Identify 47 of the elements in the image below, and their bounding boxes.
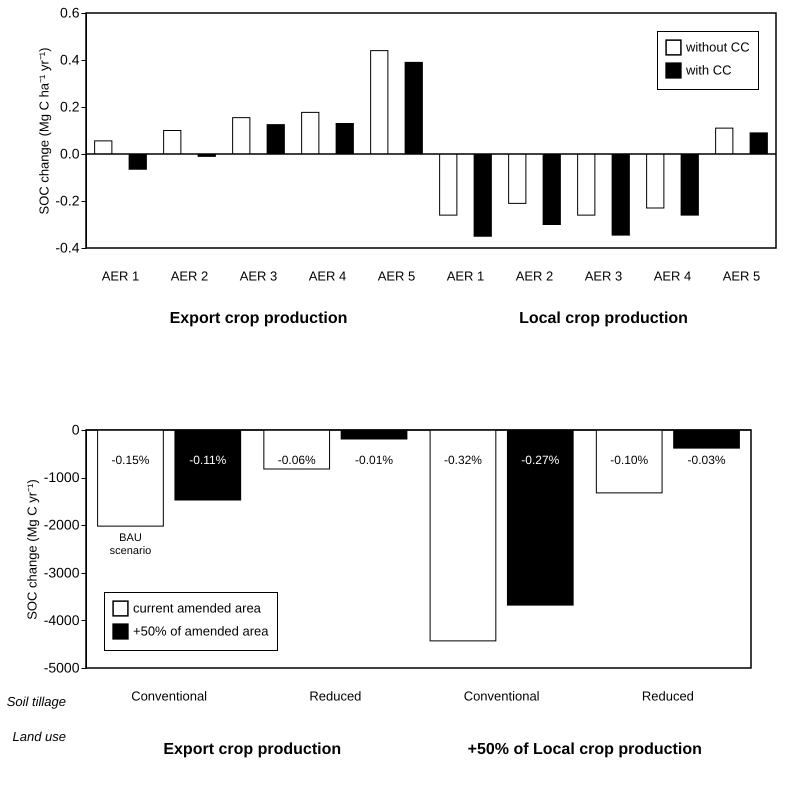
annotation: -0.15% (111, 453, 150, 467)
x-tick-label: AER 1 (446, 268, 484, 284)
y-tick-label: 0.0 (60, 146, 80, 162)
y-tick-label: -1000 (44, 469, 80, 486)
text: Export crop production (170, 310, 348, 327)
x-tick-label: AER 2 (170, 268, 208, 284)
y-tick-label: 0.4 (60, 52, 80, 68)
annotation: -0.11% (189, 453, 227, 467)
annotation: BAU scenario (110, 532, 152, 558)
x-tick-label: Reduced (642, 688, 694, 704)
annotation: -0.27% (521, 453, 560, 467)
legend-label: current amended area (133, 600, 262, 616)
legend-label: without CC (685, 40, 750, 54)
x-tick-label: AER 2 (516, 268, 554, 284)
y-axis-title: SOC change (Mg C ha⁻¹ yr⁻¹) (36, 48, 52, 214)
legend-label: with CC (685, 62, 732, 78)
text: +50% of Local crop production (468, 741, 702, 758)
y-tick-label: -0.2 (55, 192, 80, 208)
x-tick-label: AER 3 (584, 268, 622, 284)
annotation: -0.06% (278, 453, 316, 467)
x-tick-label: Conventional (131, 688, 208, 704)
text: Soil tillage (6, 694, 66, 709)
y-tick-label: -4000 (44, 612, 80, 628)
y-tick-label: -0.4 (55, 240, 80, 256)
y-tick-label: -3000 (44, 564, 80, 580)
x-tick-label: Conventional (464, 688, 540, 704)
text: Land use (12, 729, 66, 744)
x-tick-label: AER 3 (240, 268, 278, 284)
x-tick-label: Reduced (309, 688, 362, 704)
x-tick-label: AER 5 (722, 268, 760, 284)
legend-label: +50% of amended area (133, 624, 270, 638)
y-tick-label: -2000 (44, 516, 80, 533)
x-tick-label: AER 4 (654, 268, 692, 284)
annotation: -0.32% (444, 453, 482, 467)
y-tick-label: 0 (72, 422, 80, 438)
x-tick-label: AER 5 (378, 268, 416, 284)
x-tick-label: AER 4 (308, 268, 346, 284)
x-tick-label: AER 1 (102, 268, 140, 284)
y-axis-title: SOC change (Mg C yr⁻¹) (24, 479, 40, 620)
y-tick-label: 0.2 (60, 98, 80, 114)
text: Local crop production (519, 310, 688, 327)
text: Export crop production (163, 741, 342, 758)
y-tick-label: -5000 (44, 660, 80, 676)
annotation: -0.10% (610, 453, 649, 467)
annotation: -0.03% (688, 453, 726, 467)
annotation: -0.01% (355, 453, 394, 467)
y-tick-label: 0.6 (60, 4, 80, 20)
